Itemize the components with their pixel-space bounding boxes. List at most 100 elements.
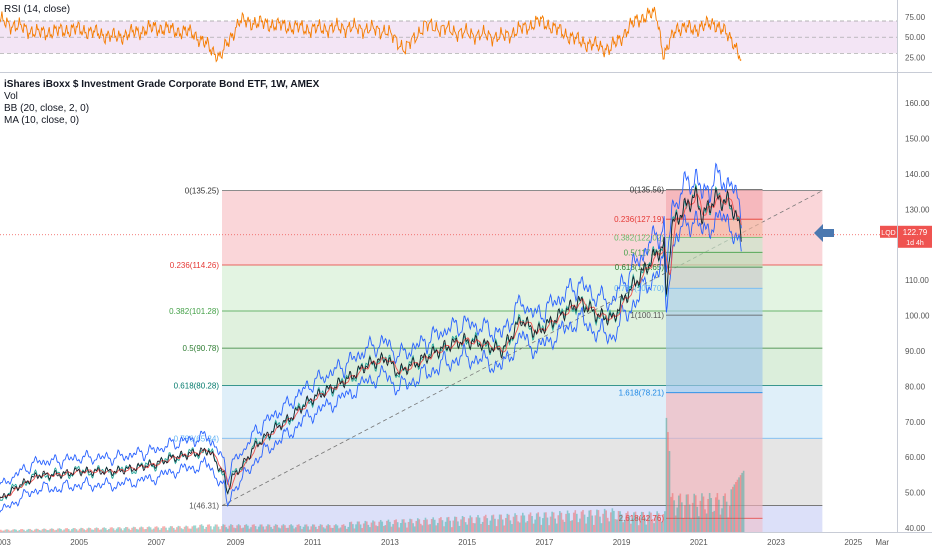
volume-bar xyxy=(345,528,348,532)
volume-bar xyxy=(308,529,311,532)
volume-bar xyxy=(529,512,532,532)
volume-bar xyxy=(217,526,220,532)
volume-bar xyxy=(138,527,141,532)
volume-bar xyxy=(625,513,628,532)
volume-bar xyxy=(237,524,240,532)
volume-bar xyxy=(106,529,109,532)
volume-bar xyxy=(84,530,87,532)
volume-bar xyxy=(274,524,277,532)
volume-bar xyxy=(407,521,410,532)
volume-bar xyxy=(257,526,260,532)
volume-bar xyxy=(508,514,510,532)
volume-bar xyxy=(50,528,53,532)
volume-bar xyxy=(718,499,720,532)
volume-bar xyxy=(203,528,206,532)
volume-bar xyxy=(49,528,52,532)
volume-bar xyxy=(670,496,672,532)
volume-bar xyxy=(321,524,323,532)
volume-bar xyxy=(166,530,169,532)
fib2-level-label: 0(135.56) xyxy=(630,186,665,195)
volume-bar xyxy=(242,527,245,532)
volume-bar xyxy=(109,527,112,532)
volume-bar xyxy=(634,511,637,532)
volume-bar xyxy=(546,517,549,532)
volume-bar xyxy=(64,528,67,532)
volume-bar xyxy=(466,524,468,532)
volume-bar xyxy=(140,526,143,532)
fib-level-label: 0.618(80.28) xyxy=(174,381,220,390)
volume-bar xyxy=(418,519,421,532)
volume-bar xyxy=(725,501,728,532)
volume-bar xyxy=(227,528,229,532)
time-tick-label: 2009 xyxy=(227,538,245,547)
rsi-legend: RSI (14, close) xyxy=(4,4,71,15)
volume-bar xyxy=(574,510,577,532)
time-tick-label: 2017 xyxy=(535,538,553,547)
volume-bar xyxy=(724,493,726,532)
volume-bar xyxy=(705,513,708,532)
volume-bar xyxy=(586,516,589,532)
volume-bar xyxy=(687,494,689,532)
volume-bar xyxy=(738,477,740,532)
volume-bar xyxy=(259,524,262,532)
volume-bar xyxy=(449,520,452,532)
volume-bar xyxy=(599,516,601,532)
volume-bar xyxy=(647,516,649,532)
volume-bar xyxy=(194,525,197,532)
volume-bar xyxy=(495,526,498,532)
volume-bar xyxy=(223,524,226,532)
volume-bar xyxy=(12,529,14,532)
volume-bar xyxy=(715,497,717,532)
volume-bar xyxy=(293,528,296,532)
volume-bar xyxy=(129,529,132,532)
price-badge xyxy=(898,225,932,248)
volume-bar xyxy=(83,529,85,532)
volume-bar xyxy=(270,526,272,532)
price-line xyxy=(0,185,742,499)
volume-bar xyxy=(657,513,660,532)
volume-bar xyxy=(291,525,294,532)
volume-bar xyxy=(684,505,686,532)
fib2-level-label: 1.618(78.21) xyxy=(619,389,665,398)
price-tick-label: 50.00 xyxy=(905,489,926,498)
volume-bar xyxy=(645,524,648,532)
rsi-line xyxy=(0,6,742,63)
volume-bar xyxy=(579,518,581,532)
bb-lower-line xyxy=(0,210,742,513)
volume-bar xyxy=(602,513,604,532)
volume-bar xyxy=(443,526,445,532)
volume-bar xyxy=(248,528,251,532)
volume-bar xyxy=(472,523,475,532)
volume-bar xyxy=(381,521,384,532)
volume-bar xyxy=(268,524,271,532)
rsi-tick-label: 50.00 xyxy=(905,33,926,42)
volume-bar xyxy=(115,528,118,532)
volume-bar xyxy=(668,451,671,532)
volume-bar xyxy=(450,527,453,532)
volume-bar xyxy=(653,523,655,532)
volume-bar xyxy=(33,529,36,532)
volume-bar xyxy=(432,517,435,532)
volume-bar xyxy=(279,528,282,532)
volume-bar xyxy=(455,516,458,532)
volume-bar xyxy=(603,508,606,532)
volume-bar xyxy=(498,514,501,532)
volume-bar xyxy=(239,525,241,532)
volume-bar xyxy=(262,526,265,532)
volume-bar xyxy=(713,510,716,532)
volume-bar xyxy=(552,512,555,532)
volume-bar xyxy=(728,505,731,532)
volume-bar xyxy=(233,527,235,532)
time-tick-label: 2021 xyxy=(690,538,708,547)
fib2-zone xyxy=(666,392,763,519)
volume-bar xyxy=(671,493,674,532)
volume-bar xyxy=(13,529,16,532)
volume-bar xyxy=(648,511,651,532)
price-tick-label: 130.00 xyxy=(905,205,930,214)
volume-bar xyxy=(344,525,346,532)
volume-bar xyxy=(491,515,493,532)
volume-bar xyxy=(481,521,484,532)
volume-bar xyxy=(412,523,414,532)
bollinger-legend: BB (20, close, 2, 0) xyxy=(4,103,90,114)
